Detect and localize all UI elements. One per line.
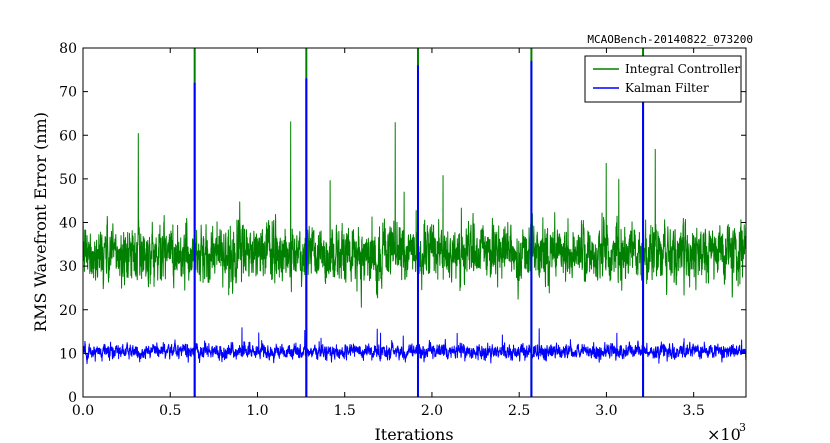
x-tick-label: 1.0: [246, 403, 268, 419]
y-tick-label: 70: [59, 85, 77, 101]
x-tick-label: 3.5: [683, 403, 705, 419]
annotation: MCAOBench-20140822_073200: [587, 33, 753, 46]
y-tick-label: 10: [59, 346, 77, 362]
series-layer: [82, 47, 747, 397]
y-tick-label: 50: [59, 172, 77, 188]
y-tick-label: 30: [59, 259, 77, 275]
y-tick-label: 20: [59, 303, 77, 319]
legend: Integral Controller Kalman Filter: [584, 55, 742, 103]
y-axis-label: RMS Wavefront Error (nm): [31, 112, 50, 332]
x-tick-label: 2.5: [508, 403, 530, 419]
x-axis-multiplier: ×10 3: [707, 421, 746, 443]
x-axis-multiplier-exponent: 3: [739, 421, 746, 434]
series-line-2: [82, 60, 747, 365]
y-tick-label: 80: [59, 41, 77, 57]
x-tick-label: 0.0: [72, 403, 94, 419]
x-tick-label: 3.0: [595, 403, 617, 419]
x-axis-label: Iterations: [374, 425, 453, 443]
y-axis: 0 10 20 30 40 50 60 70 80: [59, 41, 746, 406]
legend-label: Integral Controller: [625, 62, 740, 76]
y-tick-label: 60: [59, 128, 77, 144]
y-tick-label: 40: [59, 216, 77, 232]
legend-box: [584, 55, 742, 103]
legend-label: Kalman Filter: [625, 81, 709, 95]
x-axis-multiplier-base: ×10: [707, 425, 741, 443]
x-tick-label: 0.5: [159, 403, 181, 419]
y-tick-label: 0: [68, 390, 77, 406]
x-axis: 0.0 0.5 1.0 1.5 2.0 2.5 3.0 3.5: [72, 48, 705, 419]
x-tick-label: 1.5: [334, 403, 356, 419]
series-line-1: [82, 47, 747, 308]
x-tick-label: 2.0: [421, 403, 443, 419]
